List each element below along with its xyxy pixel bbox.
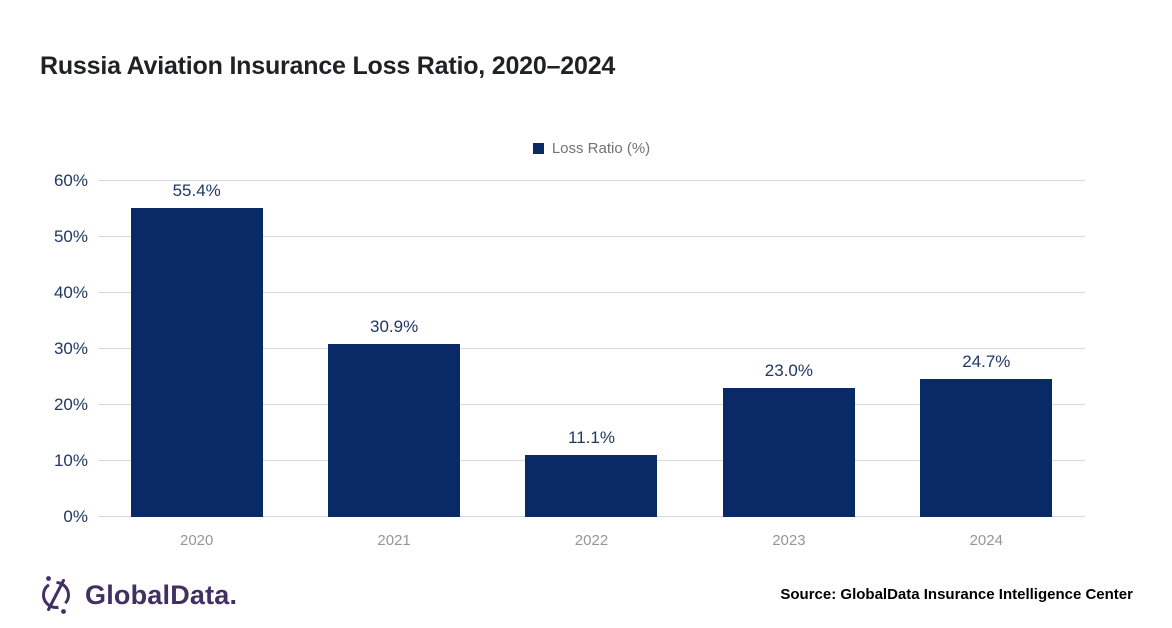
data-label-2024: 24.7% [962,351,1011,371]
bar-2023 [722,388,855,517]
globaldata-logo: GlobalData. [36,575,237,615]
y-tick-label: 10% [53,451,88,470]
bar-2021 [328,343,461,517]
bar-2022 [525,454,658,517]
legend-marker-square [532,142,544,154]
legend: Loss Ratio (%) [98,139,1085,157]
bar-slot-2020: 55.4% [98,181,295,517]
gridline [98,236,1085,237]
gridline [98,180,1085,181]
bar-slot-2023: 23.0% [690,181,887,517]
bar-slot-2024: 24.7% [888,181,1085,517]
x-tick-label-2021: 2021 [377,532,411,549]
data-label-2021: 30.9% [369,316,419,336]
globaldata-logo-icon [42,576,70,614]
y-tick-label: 50% [53,227,88,246]
plot-area: 0% 10% 20% 30% 40% 50% 60% 55.4% 2020 30.9% 2021 11… [54,171,1085,549]
y-tick-label: 20% [53,395,88,414]
y-tick-label: 0% [63,507,88,526]
data-label-2020: 55.4% [172,181,221,200]
chart-title: Russia Aviation Insurance Loss Ratio, 20… [40,52,616,80]
gridline [98,292,1085,293]
x-tick-label-2024: 2024 [969,532,1003,549]
bar-slot-2021: 30.9% [295,181,492,517]
bar-2024 [920,378,1053,517]
x-tick-label-2022: 2022 [574,532,609,549]
x-tick-label-2020: 2020 [180,532,214,549]
data-label-2023: 23.0% [764,361,813,381]
gridline [98,348,1085,349]
x-tick-label-2023: 2023 [772,532,806,549]
bar-2020 [130,208,263,517]
legend-label: Loss Ratio (%) [551,139,651,157]
y-tick-label: 40% [53,283,88,302]
gridline [98,404,1085,405]
data-label-2022: 11.1% [568,427,615,447]
y-tick-label: 60% [53,171,88,190]
bar-slot-2022: 11.1% [493,181,690,517]
y-tick-label: 30% [53,339,88,358]
globaldata-wordmark: GlobalData. [85,579,238,610]
source-attribution: Source: GlobalData Insurance Intelligenc… [780,586,1133,603]
